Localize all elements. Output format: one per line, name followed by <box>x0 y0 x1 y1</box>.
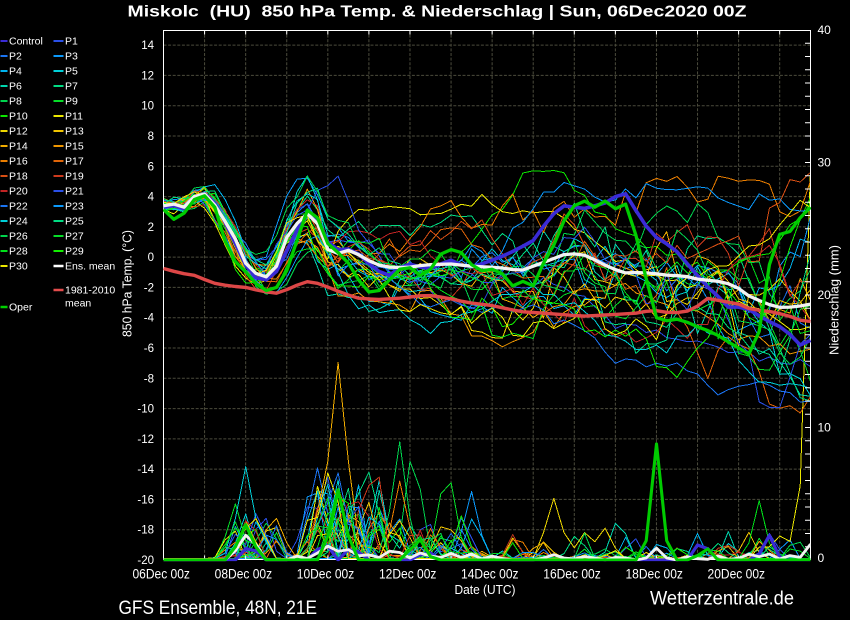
svg-text:-8: -8 <box>144 373 154 385</box>
svg-text:-12: -12 <box>137 434 154 446</box>
svg-text:12: 12 <box>141 70 154 82</box>
svg-text:P11: P11 <box>65 111 83 123</box>
svg-text:P6: P6 <box>9 81 22 93</box>
svg-text:mean: mean <box>65 298 91 310</box>
svg-text:20Dec 00z: 20Dec 00z <box>708 566 766 582</box>
svg-text:P29: P29 <box>65 246 84 258</box>
svg-text:12Dec 00z: 12Dec 00z <box>379 566 437 582</box>
svg-text:-2: -2 <box>144 282 154 294</box>
svg-text:8: 8 <box>148 131 154 143</box>
svg-text:40: 40 <box>818 23 832 37</box>
svg-text:2: 2 <box>148 222 154 234</box>
svg-text:Date (UTC): Date (UTC) <box>455 583 516 597</box>
svg-text:0: 0 <box>818 551 825 565</box>
svg-text:850 hPa Temp. (°C): 850 hPa Temp. (°C) <box>120 230 135 337</box>
svg-text:P18: P18 <box>9 171 28 183</box>
svg-text:14: 14 <box>141 40 154 52</box>
svg-text:P15: P15 <box>65 141 84 153</box>
svg-text:-14: -14 <box>137 464 154 476</box>
svg-text:P14: P14 <box>9 141 28 153</box>
svg-text:Miskolc (HU) 850 hPa Temp. &: Miskolc (HU) 850 hPa Temp. & Niederschla… <box>128 4 747 21</box>
svg-text:14Dec 00z: 14Dec 00z <box>461 566 519 582</box>
svg-text:Control: Control <box>9 36 43 48</box>
svg-text:18Dec 00z: 18Dec 00z <box>625 566 683 582</box>
svg-text:P10: P10 <box>9 111 28 123</box>
svg-text:-6: -6 <box>144 343 154 355</box>
svg-text:4: 4 <box>148 192 155 204</box>
svg-text:P5: P5 <box>65 66 78 78</box>
svg-text:Wetterzentrale.de: Wetterzentrale.de <box>650 589 794 610</box>
svg-text:20: 20 <box>818 288 832 302</box>
svg-text:P8: P8 <box>9 96 22 108</box>
svg-text:P19: P19 <box>65 171 84 183</box>
svg-text:P3: P3 <box>65 51 78 63</box>
svg-text:-4: -4 <box>144 313 155 325</box>
svg-text:P23: P23 <box>65 201 84 213</box>
svg-text:GFS Ensemble, 48N, 21E: GFS Ensemble, 48N, 21E <box>119 597 318 619</box>
svg-text:P30: P30 <box>9 261 28 273</box>
svg-text:P9: P9 <box>65 96 78 108</box>
svg-text:P25: P25 <box>65 216 84 228</box>
svg-text:P13: P13 <box>65 126 84 138</box>
svg-text:P26: P26 <box>9 231 28 243</box>
svg-text:P27: P27 <box>65 231 84 243</box>
svg-text:Oper: Oper <box>9 302 33 314</box>
svg-text:P17: P17 <box>65 156 84 168</box>
svg-text:1981-2010: 1981-2010 <box>65 285 115 297</box>
svg-text:P22: P22 <box>9 201 28 213</box>
svg-text:06Dec 00z: 06Dec 00z <box>132 566 190 582</box>
svg-text:P1: P1 <box>65 36 78 48</box>
svg-text:Ens. mean: Ens. mean <box>65 261 115 273</box>
svg-text:10Dec 00z: 10Dec 00z <box>297 566 355 582</box>
svg-text:-20: -20 <box>137 555 154 567</box>
svg-text:-18: -18 <box>137 525 154 537</box>
svg-text:Niederschlag (mm): Niederschlag (mm) <box>827 245 842 355</box>
svg-text:30: 30 <box>818 155 832 169</box>
svg-text:10: 10 <box>141 101 154 113</box>
svg-text:10: 10 <box>818 420 832 434</box>
svg-text:P12: P12 <box>9 126 28 138</box>
svg-text:6: 6 <box>148 161 154 173</box>
svg-text:-10: -10 <box>137 404 154 416</box>
svg-text:P21: P21 <box>65 186 84 198</box>
svg-text:08Dec 00z: 08Dec 00z <box>215 566 273 582</box>
svg-text:P16: P16 <box>9 156 28 168</box>
svg-text:P7: P7 <box>65 81 78 93</box>
svg-text:P20: P20 <box>9 186 28 198</box>
svg-text:-16: -16 <box>137 494 154 506</box>
svg-text:P24: P24 <box>9 216 28 228</box>
svg-text:P4: P4 <box>9 66 22 78</box>
svg-text:0: 0 <box>148 252 154 264</box>
svg-text:P2: P2 <box>9 51 22 63</box>
svg-text:P28: P28 <box>9 246 28 258</box>
svg-text:16Dec 00z: 16Dec 00z <box>543 566 601 582</box>
